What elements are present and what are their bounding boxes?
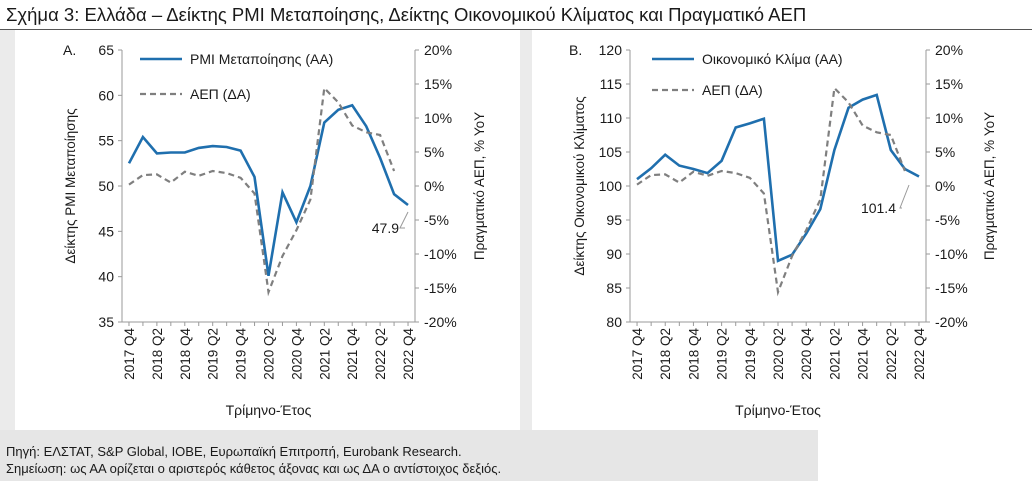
right-axis-tick-label: 5% [424,144,444,160]
x-axis-tick-label: 2022 Q2 [373,328,388,380]
footer-background [0,430,818,481]
x-axis-tick-label: 2019 Q4 [234,328,249,380]
x-axis-tick-label: 2017 Q4 [122,328,137,380]
primary-series-line [127,103,409,277]
left-axis-tick-label: 90 [606,246,622,262]
left-axis-tick-label: 50 [98,178,114,194]
x-axis-tick-label: 2022 Q4 [401,328,416,380]
gdp-series-line [128,85,396,297]
x-axis-tick-label: 2021 Q2 [827,328,842,380]
left-axis-tick-label: 85 [606,280,622,296]
left-axis-tick-label: 65 [98,42,114,58]
panel-label: A. [63,42,76,58]
left-axis-tick-label: 40 [98,269,114,285]
right-axis-tick-label: 20% [935,42,963,58]
x-axis-tick-label: 2020 Q2 [771,328,786,380]
right-axis-tick-label: -5% [424,212,449,228]
right-axis-tick-label: -5% [935,212,960,228]
left-axis-tick-label: 60 [98,87,114,103]
chart-panel-economic-climate: 80 85 90 95 100 105 110 115 120 -20% -15% -10% -5% 0%… [532,30,1032,430]
legend-label-primary: Οικονομικό Κλίμα (ΑΑ) [702,51,843,67]
right-axis-tick-label: 0% [424,178,444,194]
x-axis-tick-label: 2018 Q4 [686,328,701,380]
annotation-label: 101.4 [861,200,896,216]
legend-label-gdp: ΑΕΠ (ΔΑ) [190,86,251,102]
x-axis-title: Τρίμηνο-Έτος [735,402,821,418]
x-axis-title: Τρίμηνο-Έτος [226,402,312,418]
x-axis-tick-label: 2021 Q4 [345,328,360,380]
left-axis-title: Δείκτης PMI Μεταποίησης [63,108,78,264]
right-axis-tick-label: 20% [424,42,452,58]
right-axis-tick-label: 10% [424,110,452,126]
title-divider [0,29,1032,30]
right-axis-tick-label: 15% [424,76,452,92]
right-axis-tick-label: -20% [424,314,457,330]
x-axis-tick-label: 2019 Q2 [715,328,730,380]
source-note: Πηγή: ΕΛΣΤΑΤ, S&P Global, ΙΟΒΕ, Ευρωπαϊκ… [6,444,462,459]
axis-note: Σημείωση: ως ΑΑ ορίζεται ο αριστερός κάθ… [6,461,502,476]
primary-series-line [636,93,920,263]
x-axis-tick-label: 2021 Q2 [317,328,332,380]
x-axis-tick-label: 2017 Q4 [630,328,645,380]
annotation-leader-line [899,184,910,209]
chart-pmi-svg: 35 40 45 50 55 60 65 -20% -15% -10% -5% 0% 5% 10% 15% 2… [63,42,487,418]
left-axis-title: Δείκτης Οικονομικού Κλίματος [572,96,587,276]
right-axis-tick-label: -10% [424,246,457,262]
left-axis-tick-label: 80 [606,314,622,330]
right-axis-tick-label: 5% [935,144,955,160]
x-axis-tick-label: 2018 Q2 [658,328,673,380]
x-axis-tick-label: 2019 Q2 [206,328,221,380]
x-axis-tick-label: 2022 Q2 [884,328,899,380]
right-axis-title: Πραγματικό ΑΕΠ, % YoY [982,112,997,260]
legend-label-primary: PMI Μεταποίησης (ΑΑ) [190,51,333,67]
x-axis-tick-label: 2019 Q4 [743,328,758,380]
left-axis-tick-label: 35 [98,314,114,330]
x-axis-tick-label: 2020 Q2 [262,328,277,380]
right-axis-tick-label: 10% [935,110,963,126]
left-axis-tick-label: 100 [599,178,623,194]
x-axis-tick-label: 2018 Q4 [178,328,193,380]
x-axis-tick-label: 2021 Q4 [856,328,871,380]
right-axis-tick-label: -15% [424,280,457,296]
annotation-label: 47.9 [372,220,399,236]
x-axis-tick-label: 2022 Q4 [912,328,927,380]
chart-panel-pmi: 35 40 45 50 55 60 65 -20% -15% -10% -5% 0% 5% 10% 15% 2… [15,30,520,430]
left-axis-tick-label: 95 [606,212,622,228]
right-axis-tick-label: -10% [935,246,968,262]
annotation-leader-line [399,211,409,229]
x-axis-tick-label: 2018 Q2 [150,328,165,380]
figure-title: Σχήμα 3: Ελλάδα – Δείκτης PMI Μεταποίηση… [6,4,807,25]
legend-label-gdp: ΑΕΠ (ΔΑ) [702,82,763,98]
gdp-series-line [636,85,906,297]
left-axis-tick-label: 45 [98,223,114,239]
left-axis-tick-label: 110 [600,110,623,126]
right-axis-tick-label: -15% [935,280,968,296]
x-axis-tick-label: 2020 Q4 [289,328,304,380]
chart-economic-climate-svg: 80 85 90 95 100 105 110 115 120 -20% -15% -10% -5% 0%… [569,42,997,418]
left-axis-tick-label: 55 [98,133,114,149]
left-axis-tick-label: 115 [600,76,623,92]
left-axis-tick-label: 120 [599,42,623,58]
right-axis-tick-label: -20% [935,314,968,330]
left-axis-tick-label: 105 [599,144,623,160]
right-axis-tick-label: 15% [935,76,963,92]
right-axis-title: Πραγματικό ΑΕΠ, % YoY [472,112,487,260]
x-axis-tick-label: 2020 Q4 [799,328,814,380]
panel-label: B. [569,42,582,58]
right-axis-tick-label: 0% [935,178,955,194]
